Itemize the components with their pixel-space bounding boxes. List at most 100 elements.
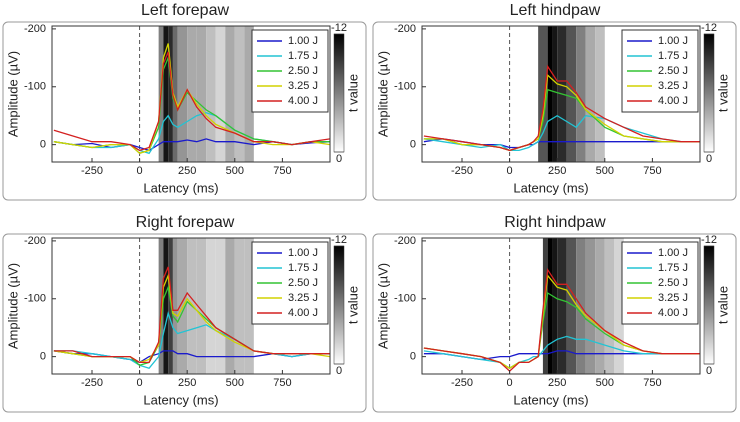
heat-band [614,238,624,374]
legend-label: 2.50 J [658,65,688,77]
heat-band [215,26,226,162]
legend-label: 2.50 J [658,277,688,289]
x-tick-label: 0 [507,165,513,177]
x-tick-label: -250 [81,165,103,177]
y-tick-label: -200 [24,23,46,35]
colorbar-tick-label: -12 [701,234,717,246]
x-tick-label: 0 [137,377,143,389]
heat-band [196,26,207,162]
x-tick-label: 750 [643,165,661,177]
x-tick-label: 500 [596,377,614,389]
heat-band [172,26,178,162]
y-tick-label: -100 [394,81,416,93]
y-tick-label: 0 [40,351,46,363]
y-tick-label: -200 [394,23,416,35]
legend-label: 1.00 J [658,35,688,47]
plot [423,238,700,374]
y-tick-label: -100 [24,293,46,305]
x-axis-label: Latency (ms) [513,180,588,195]
colorbar-label: t value [345,74,360,112]
legend-label: 4.00 J [658,307,688,319]
heat-band [168,238,173,374]
legend-label: 3.25 J [288,80,318,92]
legend-label: 1.75 J [288,262,318,274]
plot [53,26,330,162]
heat-band [225,238,235,374]
colorbar-tick-label: 0 [706,365,712,377]
axes-box [51,25,331,163]
heat-band [604,238,615,374]
series-line [423,335,700,369]
x-axis-label: Latency (ms) [143,392,218,407]
heat-band [595,238,605,374]
heat-band [172,238,178,374]
x-tick-label: 0 [507,377,513,389]
series-line [423,267,700,372]
legend-label: 1.00 J [288,35,318,47]
panel-title: Left hindpaw [510,2,601,19]
heat-band [552,26,558,162]
panel-title: Left forepaw [141,2,230,19]
x-tick-label: 0 [137,165,143,177]
y-axis-label: Amplitude (µV) [5,263,20,349]
colorbar [703,245,715,365]
series-line [53,266,330,364]
series-line [423,64,700,152]
y-axis-label: Amplitude (µV) [5,51,20,137]
heat-band [585,26,596,162]
x-tick-label: 750 [273,165,291,177]
heat-band [234,238,245,374]
colorbar-label: t value [345,286,360,324]
heat-band [163,26,169,162]
series-line [423,350,700,361]
colorbar-label: t value [715,74,730,112]
legend-label: 3.25 J [658,80,688,92]
x-tick-label: -250 [451,377,473,389]
y-tick-label: 0 [410,139,416,151]
colorbar-tick-label: -12 [331,22,347,34]
axes-box [51,237,331,375]
legend-label: 3.25 J [288,292,318,304]
series-line [423,138,700,149]
heat-band [595,26,605,162]
y-tick-label: -200 [394,235,416,247]
panel-title: Right hindpaw [504,214,606,231]
y-tick-label: 0 [410,351,416,363]
heat-band [576,26,586,162]
heat-band [585,238,596,374]
x-tick-label: 750 [273,377,291,389]
x-tick-label: 250 [548,377,566,389]
heat-band [547,238,553,374]
legend-label: 1.00 J [288,247,318,259]
legend-label: 1.00 J [658,247,688,259]
x-axis-label: Latency (ms) [143,180,218,195]
heat-band [557,238,567,374]
legend-label: 1.75 J [658,262,688,274]
colorbar-tick-label: 0 [336,365,342,377]
y-axis-label: Amplitude (µV) [375,51,390,137]
series-line [53,51,330,152]
x-tick-label: 250 [178,377,196,389]
legend-label: 1.75 J [288,50,318,62]
plot [53,238,330,374]
legend-label: 2.50 J [288,65,318,77]
y-tick-label: 0 [40,139,46,151]
x-tick-label: -250 [451,165,473,177]
colorbar-tick-label: -12 [331,234,347,246]
y-axis-label: Amplitude (µV) [375,263,390,349]
heat-band [234,26,245,162]
axes-box [421,25,701,163]
heat-band [244,26,254,162]
heat-band [552,238,558,374]
heat-band [206,26,216,162]
heat-band [215,238,226,374]
heat-band [566,26,577,162]
legend-label: 4.00 J [288,95,318,107]
axes-box [421,237,701,375]
x-tick-label: 500 [226,165,244,177]
colorbar-label: t value [715,286,730,324]
legend-label: 4.00 J [288,307,318,319]
legend-label: 2.50 J [288,277,318,289]
colorbar [333,33,345,153]
